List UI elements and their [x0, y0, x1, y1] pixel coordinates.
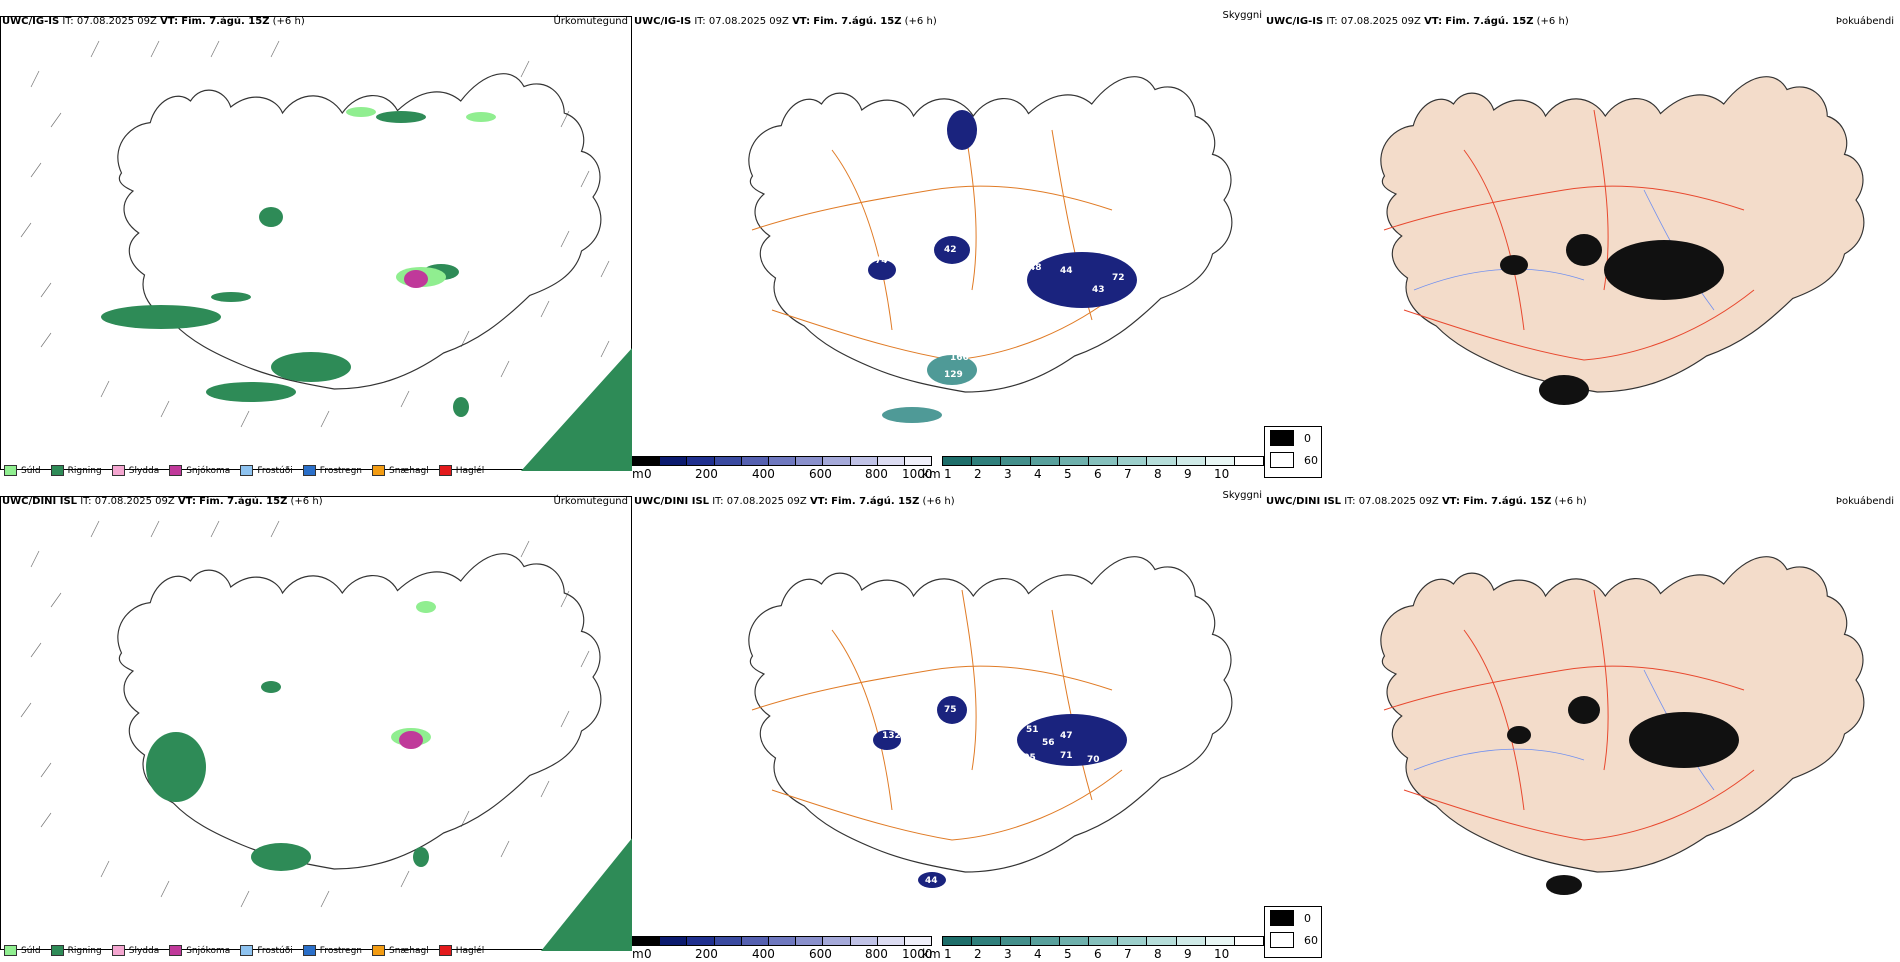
fog-map [1264, 30, 1896, 482]
ceiling-colorbar: m 0 200 400 600 800 1000 [632, 936, 933, 961]
cloud-map: 132 75 65 51 56 47 105 71 70 44 [632, 510, 1264, 962]
ceiling-label: 51 [1026, 725, 1039, 735]
legend-item: Snæhagl [372, 465, 429, 476]
legend-item: Súld [4, 465, 41, 476]
precip-panel-bottom: UWC/DINI ISL IT: 07.08.2025 09Z VT: Fim.… [0, 490, 632, 962]
ceiling-label: 132 [882, 731, 901, 741]
colorbar-unit: m [632, 467, 644, 481]
fog-panel-bottom: UWC/DINI ISL IT: 07.08.2025 09Z VT: Fim.… [1264, 490, 1896, 962]
ceiling-label: 166 [950, 353, 969, 363]
panel-title: UWC/DINI ISL IT: 07.08.2025 09Z VT: Fim.… [2, 496, 323, 507]
precip-legend: Súld Rigning Slydda Snjókoma Frostúði Fr… [4, 945, 484, 956]
legend-item: Frostúði [240, 945, 293, 956]
panel-title: UWC/DINI ISL IT: 07.08.2025 09Z VT: Fim.… [634, 496, 955, 507]
ceiling-label: 51 [999, 263, 1012, 273]
visibility-colorbar: km 1 2 3 4 5 6 7 8 9 10 [922, 936, 1264, 961]
ceiling-label: 75 [944, 705, 957, 715]
precip-title: Úrkomutegund [553, 496, 628, 507]
legend-item: Súld [4, 945, 41, 956]
ceiling-label: 48 [1029, 263, 1042, 273]
wind-barbs [20, 40, 610, 428]
cloud-title: Skyggni [1222, 490, 1262, 501]
cloud-panel-top: UWC/IG-IS IT: 07.08.2025 09Z VT: Fim. 7.… [632, 10, 1264, 482]
ceiling-label: 44 [925, 876, 938, 886]
ceiling-label: 79 [1030, 245, 1043, 255]
fog-title: Þokuábendi [1835, 16, 1894, 27]
ceiling-label: 129 [944, 370, 963, 380]
legend-item: Haglél [438, 945, 484, 956]
precip-legend: Súld Rigning Slydda Snjókoma Frostúði Fr… [4, 465, 484, 476]
ceiling-label: 97 [1052, 228, 1065, 238]
legend-item: Frostregn [302, 945, 362, 956]
colorbar-unit: km [922, 947, 941, 961]
fog-panel-top: UWC/IG-IS IT: 07.08.2025 09Z VT: Fim. 7.… [1264, 10, 1896, 482]
legend-item: Frostregn [302, 465, 362, 476]
ceiling-label: 47 [1060, 731, 1073, 741]
precip-map [0, 496, 632, 951]
legend-item: Rigning [50, 945, 102, 956]
colorbar-unit: m [632, 947, 644, 961]
panel-title: UWC/IG-IS IT: 07.08.2025 09Z VT: Fim. 7.… [1266, 16, 1569, 27]
legend-item: Snæhagl [372, 945, 429, 956]
fog-legend: 0 60 [1264, 426, 1322, 478]
panel-title: UWC/IG-IS IT: 07.08.2025 09Z VT: Fim. 7.… [2, 16, 305, 27]
ceiling-label: 74 [875, 256, 888, 266]
legend-item: Haglél [438, 465, 484, 476]
fog-legend: 0 60 [1264, 906, 1322, 958]
legend-item: Snjókoma [169, 465, 230, 476]
legend-item: Rigning [50, 465, 102, 476]
fog-map [1264, 510, 1896, 962]
ceiling-label: 44 [1060, 266, 1073, 276]
cloud-map: 74 42 79 51 48 44 72 43 97 166 129 [632, 30, 1264, 482]
ceiling-label: 71 [1060, 751, 1073, 761]
ceiling-label: 65 [997, 728, 1010, 738]
ceiling-label: 56 [1042, 738, 1055, 748]
wind-barbs [20, 520, 590, 908]
fog-title: Þokuábendi [1835, 496, 1894, 507]
legend-item: Slydda [111, 465, 159, 476]
panel-title: UWC/IG-IS IT: 07.08.2025 09Z VT: Fim. 7.… [634, 16, 937, 27]
cloud-panel-bottom: UWC/DINI ISL IT: 07.08.2025 09Z VT: Fim.… [632, 490, 1264, 962]
panel-title: UWC/DINI ISL IT: 07.08.2025 09Z VT: Fim.… [1266, 496, 1587, 507]
precip-panel-top: UWC/IG-IS IT: 07.08.2025 09Z VT: Fim. 7.… [0, 10, 632, 482]
precip-title: Úrkomutegund [553, 16, 628, 27]
ceiling-label: 70 [1087, 755, 1100, 765]
colorbar-unit: km [922, 467, 941, 481]
legend-item: Frostúði [240, 465, 293, 476]
visibility-colorbar: km 1 2 3 4 5 6 7 8 9 10 [922, 456, 1264, 481]
ceiling-label: 42 [944, 245, 957, 255]
cloud-title: Skyggni [1222, 10, 1262, 21]
ceiling-colorbar: m 0 200 400 600 800 1000 [632, 456, 933, 481]
ceiling-label: 105 [1017, 753, 1036, 763]
ceiling-label: 72 [1112, 273, 1125, 283]
legend-item: Snjókoma [169, 945, 230, 956]
precip-map [0, 16, 632, 471]
legend-item: Slydda [111, 945, 159, 956]
ceiling-label: 43 [1092, 285, 1105, 295]
